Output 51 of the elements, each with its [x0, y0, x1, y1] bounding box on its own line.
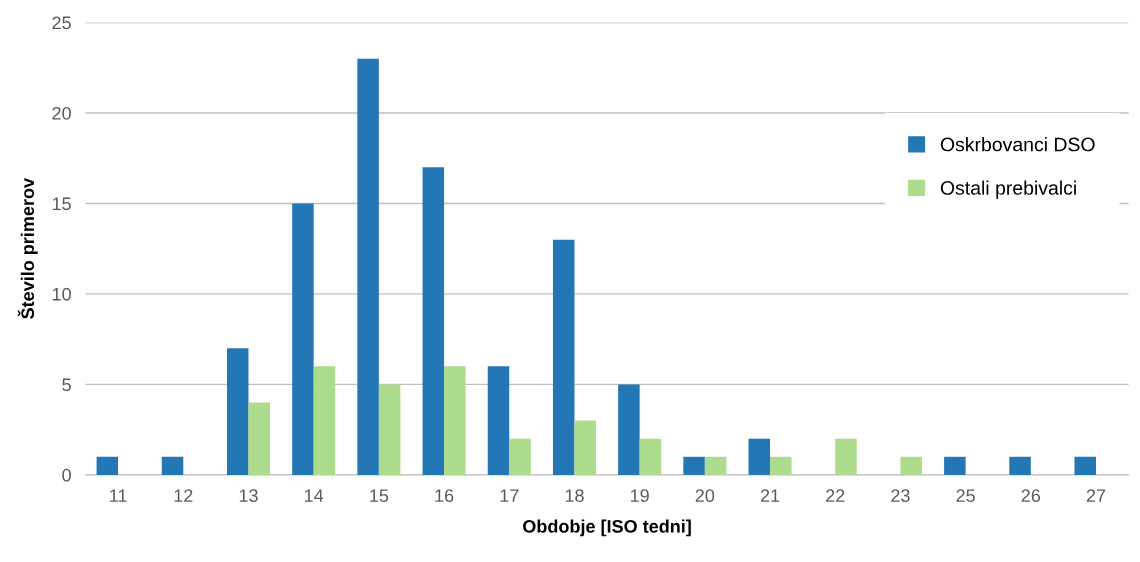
bar [748, 438, 771, 475]
x-tick-label: 12 [174, 489, 193, 502]
x-tick-label: 20 [695, 489, 715, 503]
bar [226, 348, 249, 475]
y-tick-label: 15 [52, 197, 71, 211]
x-tick-label: 26 [1021, 489, 1041, 503]
bar [552, 239, 575, 475]
bar [248, 402, 270, 475]
y-tick-label: 0 [62, 468, 71, 482]
x-tick-label: 27 [1086, 489, 1106, 502]
legend-label: Oskrbovanci DSO [940, 137, 1095, 152]
x-tick-label: 14 [305, 489, 324, 502]
bar [487, 366, 510, 475]
y-tick-label: 20 [52, 106, 71, 120]
bar [378, 384, 401, 475]
bar [357, 58, 379, 475]
x-tick-label: 25 [956, 489, 975, 503]
y-tick-label: 5 [62, 378, 71, 392]
x-tick-label: 17 [500, 489, 519, 502]
bar [161, 456, 184, 475]
bar [900, 456, 922, 475]
x-tick-label: 18 [565, 489, 584, 503]
bar [509, 438, 531, 475]
legend-label: Ostali prebivalci [940, 180, 1076, 199]
x-tick-label: 22 [826, 489, 845, 502]
bar [292, 203, 314, 475]
bar [944, 456, 966, 475]
bar [444, 366, 466, 475]
bar [683, 456, 705, 475]
bar [96, 456, 119, 475]
x-tick-label: 13 [239, 489, 258, 503]
x-tick-label: 11 [110, 489, 127, 502]
x-tick-label: 15 [370, 489, 389, 503]
bar [574, 420, 596, 475]
x-tick-label: 16 [435, 489, 454, 503]
bar [1009, 456, 1031, 475]
y-tick-label: 10 [52, 287, 71, 301]
x-tick-label: 19 [630, 489, 649, 503]
y-axis-title: Število primerov [17, 178, 38, 319]
bar [618, 384, 640, 475]
bar [639, 438, 662, 475]
bar [313, 366, 336, 475]
bar [1074, 456, 1096, 475]
x-tick-label: 21 [760, 489, 780, 502]
bar [704, 456, 727, 475]
x-axis-title: Obdobje [ISO tedni] [523, 519, 691, 537]
bar [835, 438, 857, 475]
bar [770, 456, 792, 475]
bar [422, 167, 445, 475]
x-tick-label: 23 [891, 489, 910, 503]
y-tick-label: 25 [52, 16, 71, 30]
